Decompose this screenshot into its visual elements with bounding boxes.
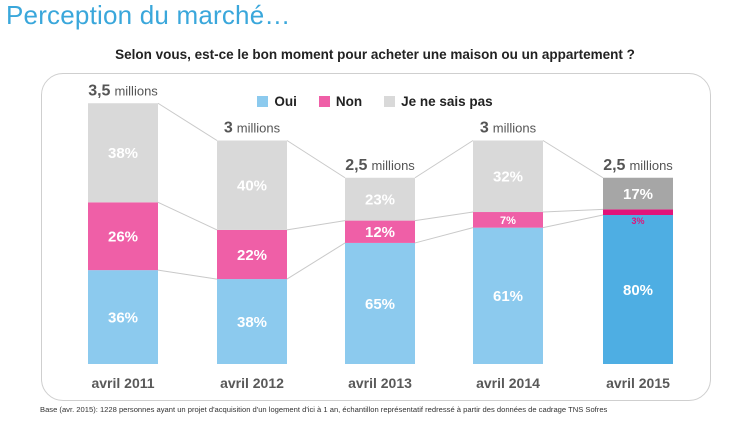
bar-nsp-avril-2011	[88, 103, 158, 203]
data-label-non-avril-2012: 22%	[237, 247, 267, 264]
legend-swatch-oui	[257, 96, 269, 107]
connector-line-2-2	[286, 220, 346, 231]
connector-line-2-1	[286, 242, 346, 280]
data-label-oui-avril-2013: 65%	[365, 296, 395, 313]
legend-label-nsp: Je ne sais pas	[401, 94, 493, 109]
data-label-oui-avril-2012: 38%	[237, 314, 267, 331]
bar-non-avril-2014	[473, 212, 543, 228]
bar-non-avril-2013	[345, 220, 415, 243]
legend-swatch-nsp	[384, 96, 396, 107]
data-label-nsp-avril-2013: 23%	[365, 192, 395, 209]
bar-nsp-avril-2014	[473, 140, 543, 213]
x-tick-label-avril-2013: avril 2013	[348, 375, 412, 391]
bar-non-avril-2012	[217, 229, 287, 280]
bar-oui-avril-2013	[345, 242, 415, 364]
total-label-avril-2015: 2,5 millions	[603, 157, 673, 174]
x-tick-label-avril-2012: avril 2012	[220, 375, 284, 391]
total-label-avril-2013: 2,5 millions	[345, 157, 415, 174]
bar-nsp-avril-2012	[217, 140, 287, 230]
footnote: Base (avr. 2015): 1228 personnes ayant u…	[40, 405, 608, 414]
connector-line-3-1	[414, 227, 474, 244]
page-title: Perception du marché…	[6, 0, 291, 30]
total-label-avril-2014: 3 millions	[480, 120, 537, 137]
bar-non-avril-2015	[603, 209, 673, 215]
data-label-oui-avril-2011: 36%	[108, 309, 138, 326]
bar-nsp-avril-2015	[603, 177, 673, 210]
bar-nsp-avril-2013	[345, 177, 415, 221]
chart-frame	[41, 73, 711, 401]
data-label-oui-avril-2015: 80%	[623, 282, 653, 299]
survey-question: Selon vous, est-ce le bon moment pour ac…	[115, 47, 635, 62]
bar-oui-avril-2011	[88, 270, 158, 364]
connector-line-1-1	[157, 269, 218, 280]
connector-line-3-3	[414, 140, 474, 179]
legend-item-oui: Oui	[257, 94, 297, 109]
data-label-non-avril-2014: 7%	[500, 215, 516, 227]
connector-line-2-3	[286, 140, 346, 179]
total-label-avril-2012: 3 millions	[224, 120, 281, 137]
x-tick-label-avril-2014: avril 2014	[476, 375, 540, 391]
data-label-nsp-avril-2011: 38%	[108, 145, 138, 162]
data-label-nsp-avril-2012: 40%	[237, 178, 267, 195]
x-tick-label-avril-2011: avril 2011	[91, 375, 154, 391]
data-label-non-avril-2015: 3%	[631, 216, 644, 226]
connector-line-3-2	[414, 211, 474, 222]
x-tick-label-avril-2015: avril 2015	[606, 375, 670, 391]
bar-oui-avril-2014	[473, 227, 543, 364]
chart-legend: Oui Non Je ne sais pas	[0, 94, 750, 109]
data-label-oui-avril-2014: 61%	[493, 288, 523, 305]
legend-label-oui: Oui	[274, 94, 297, 109]
bar-oui-avril-2015	[603, 215, 673, 364]
connector-line-4-1	[542, 214, 604, 229]
legend-swatch-non	[318, 96, 330, 107]
data-label-nsp-avril-2015: 17%	[623, 186, 653, 203]
bar-non-avril-2011	[88, 202, 158, 271]
data-label-nsp-avril-2014: 32%	[493, 169, 523, 186]
total-label-avril-2011: 3,5 millions	[88, 82, 158, 99]
connector-line-4-2	[542, 208, 604, 213]
data-label-non-avril-2011: 26%	[108, 229, 138, 246]
connector-line-1-3	[157, 102, 218, 141]
legend-label-non: Non	[335, 94, 363, 109]
legend-item-non: Non	[318, 94, 363, 109]
connector-line-4-3	[542, 140, 604, 179]
data-label-non-avril-2013: 12%	[365, 224, 395, 241]
bar-oui-avril-2012	[217, 279, 287, 364]
legend-item-nsp: Je ne sais pas	[384, 94, 493, 109]
connector-line-1-2	[157, 201, 218, 231]
